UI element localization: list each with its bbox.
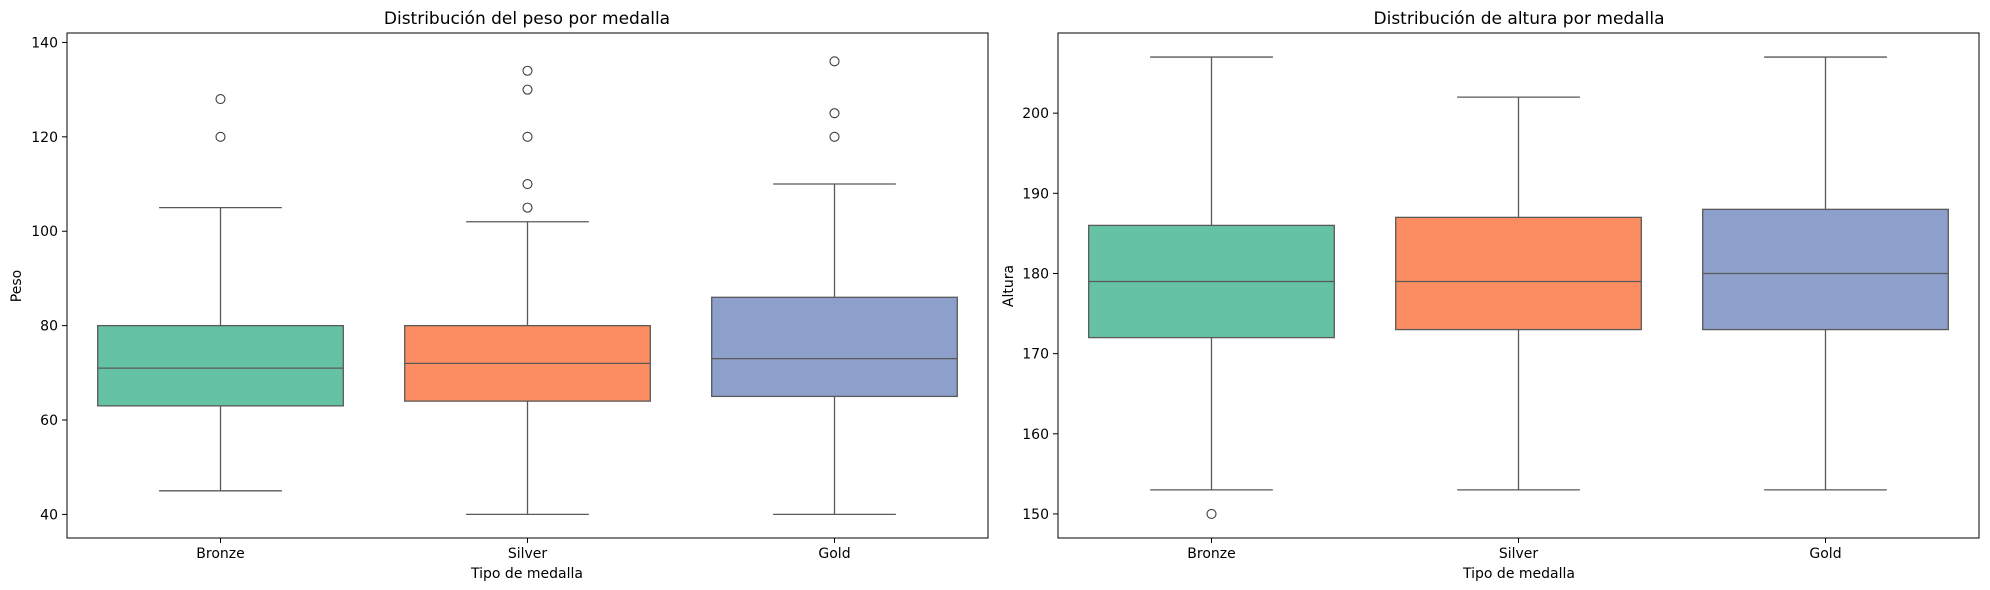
y-tick-label: 40 [40,507,58,523]
box-gold [1702,56,1949,491]
outlier-point [1206,508,1217,520]
outlier-point [829,131,840,142]
outlier-point [522,131,533,142]
y-tick-label: 200 [1022,106,1049,122]
y-axis-label: Peso [9,270,25,302]
iqr-box [1395,216,1642,331]
outlier-point [522,178,533,190]
chart-weight-by-medal: Distribución del peso por medalla Tipo d… [9,9,989,582]
y-tick-label: 170 [1022,347,1049,363]
iqr-box [97,324,344,407]
y-tick-label: 120 [31,130,58,146]
y-tick-label: 180 [1022,266,1049,282]
y-tick-label: 80 [40,319,58,335]
y-tick-label: 140 [31,35,58,51]
y-tick-label: 100 [31,224,58,240]
box-bronze [97,94,344,492]
outlier-point [522,65,533,76]
chart-height-by-medal: Distribución de altura por medalla Tipo … [1001,9,1980,582]
x-tick-label: Bronze [196,546,244,562]
chart-title: Distribución de altura por medalla [1374,9,1665,29]
outlier-point [829,108,840,119]
box-silver [404,65,651,516]
y-tick-label: 60 [40,413,58,429]
iqr-box [1702,208,1949,331]
box-gold [711,56,958,516]
x-tick-label: Silver [508,546,548,562]
outlier-point [215,94,226,105]
plot-area: 40 60 80 100 120 140 Bronze Silver Gold [31,32,989,562]
iqr-box [711,296,958,398]
y-tick-label: 160 [1022,427,1049,443]
x-tick-label: Gold [1809,546,1841,562]
x-tick-label: Bronze [1187,546,1235,562]
x-tick-label: Gold [818,546,850,562]
outlier-point [829,56,840,67]
x-axis-label: Tipo de medalla [470,566,583,582]
y-tick-label: 150 [1022,507,1049,523]
y-axis-label: Altura [1001,265,1017,307]
x-axis-label: Tipo de medalla [1462,566,1575,582]
chart-title: Distribución del peso por medalla [384,9,670,29]
box-bronze [1088,56,1335,520]
y-tick-label: 190 [1022,186,1049,202]
plot-area: 150 160 170 180 190 200 Bronze Silver Gold [1022,32,1980,562]
outlier-point [215,131,226,142]
outlier-point [522,202,533,213]
x-tick-label: Silver [1499,546,1539,562]
outlier-point [522,84,533,95]
box-silver [1395,96,1642,491]
